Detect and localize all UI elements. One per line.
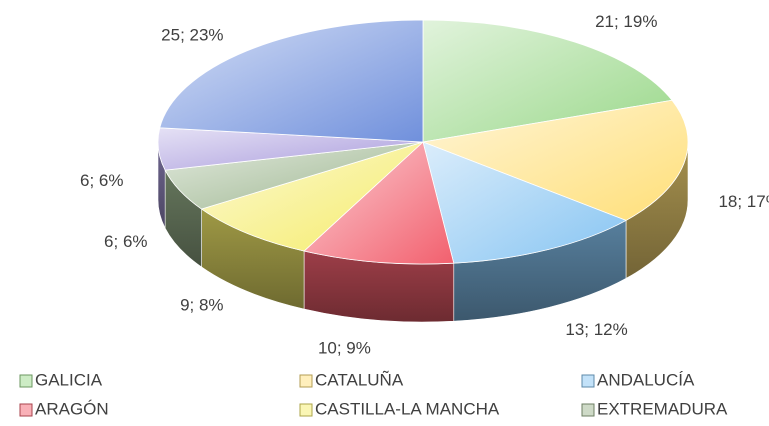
legend-label: GALICIA bbox=[35, 370, 103, 389]
data-label: 9; 8% bbox=[180, 296, 223, 315]
slice bbox=[422, 19, 673, 143]
slice bbox=[303, 141, 455, 265]
legend-swatch bbox=[19, 374, 33, 388]
legend-label: CASTILLA-LA MANCHA bbox=[315, 399, 500, 418]
data-label: 6; 6% bbox=[104, 232, 147, 251]
data-label: 13; 12% bbox=[565, 320, 627, 339]
legend-swatch bbox=[299, 403, 313, 417]
data-label: 6; 6% bbox=[80, 171, 123, 190]
legend-label: CATALUÑA bbox=[315, 370, 404, 389]
data-label: 21; 19% bbox=[595, 12, 657, 31]
legend-label: EXTREMADURA bbox=[597, 399, 728, 418]
legend-swatch bbox=[581, 403, 595, 417]
data-label: 10; 9% bbox=[318, 339, 371, 358]
legend-swatch bbox=[299, 374, 313, 388]
slice bbox=[421, 99, 689, 221]
slice bbox=[422, 141, 627, 264]
data-label: 18; 17% bbox=[718, 192, 769, 211]
slice bbox=[200, 141, 424, 252]
legend-swatch bbox=[19, 403, 33, 417]
legend-label: ANDALUCÍA bbox=[597, 370, 695, 389]
data-label: 25; 23% bbox=[161, 25, 223, 44]
slice bbox=[159, 19, 424, 143]
legend-label: ARAGÓN bbox=[35, 399, 109, 418]
legend-swatch bbox=[581, 374, 595, 388]
